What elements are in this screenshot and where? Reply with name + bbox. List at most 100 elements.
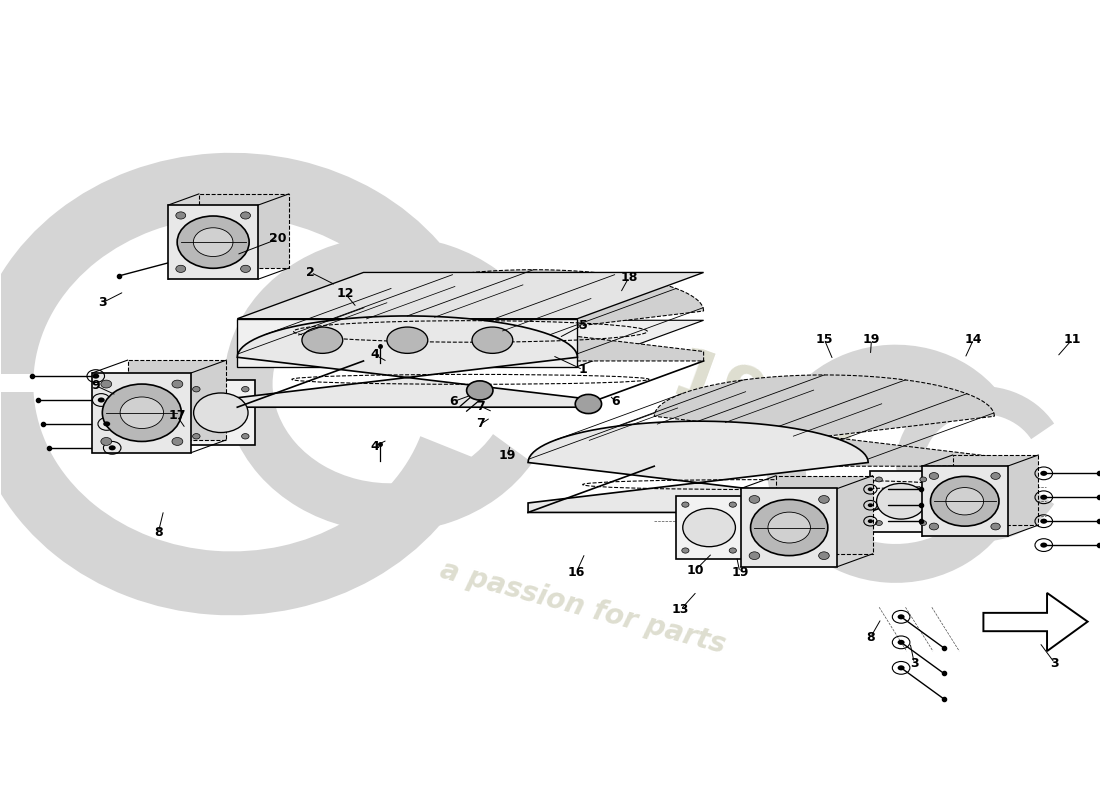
Circle shape (876, 521, 882, 526)
Circle shape (946, 487, 983, 515)
Circle shape (868, 519, 873, 523)
Text: 11: 11 (1064, 333, 1081, 346)
Circle shape (750, 499, 828, 556)
Circle shape (729, 548, 736, 553)
Circle shape (102, 384, 182, 442)
Circle shape (1041, 542, 1047, 548)
Text: 9: 9 (91, 379, 100, 392)
Text: a passion for parts: a passion for parts (437, 556, 729, 659)
Text: 5: 5 (579, 318, 587, 331)
Text: 16: 16 (568, 566, 585, 578)
Circle shape (729, 502, 736, 507)
Polygon shape (741, 489, 837, 566)
Text: 10: 10 (686, 564, 704, 577)
Circle shape (818, 495, 829, 503)
Circle shape (192, 434, 200, 439)
Circle shape (177, 216, 249, 268)
Circle shape (172, 380, 183, 388)
Circle shape (930, 473, 938, 479)
Circle shape (877, 483, 926, 519)
Polygon shape (870, 471, 932, 531)
Polygon shape (528, 421, 868, 513)
Polygon shape (953, 455, 1038, 525)
Circle shape (682, 502, 689, 507)
Text: 6: 6 (449, 395, 458, 408)
Circle shape (575, 394, 602, 414)
Polygon shape (92, 373, 191, 453)
Text: 15: 15 (815, 333, 833, 346)
Polygon shape (776, 476, 872, 554)
Circle shape (868, 503, 873, 507)
Circle shape (749, 552, 760, 559)
Circle shape (1041, 470, 1047, 476)
Polygon shape (168, 205, 258, 279)
Text: 13: 13 (672, 603, 690, 616)
Circle shape (92, 374, 99, 378)
Circle shape (103, 422, 110, 426)
Polygon shape (676, 496, 742, 559)
Circle shape (898, 666, 904, 670)
Circle shape (920, 477, 926, 482)
Polygon shape (363, 270, 704, 361)
Circle shape (920, 521, 926, 526)
Text: 3: 3 (1050, 657, 1059, 670)
Polygon shape (791, 456, 895, 470)
Circle shape (991, 523, 1000, 530)
Circle shape (242, 434, 249, 439)
Circle shape (172, 438, 183, 446)
Polygon shape (654, 375, 994, 466)
Circle shape (818, 552, 829, 559)
Text: 19: 19 (498, 450, 516, 462)
Circle shape (242, 386, 249, 392)
Circle shape (176, 212, 186, 219)
Circle shape (176, 266, 186, 273)
Ellipse shape (387, 327, 428, 354)
Ellipse shape (472, 327, 513, 354)
Text: 7: 7 (476, 400, 485, 413)
Text: 1985: 1985 (661, 343, 867, 473)
Polygon shape (238, 320, 704, 366)
Circle shape (898, 640, 904, 645)
Text: 8: 8 (866, 631, 874, 644)
Polygon shape (199, 194, 289, 268)
Circle shape (683, 509, 736, 546)
Text: 3: 3 (910, 657, 918, 670)
Circle shape (991, 473, 1000, 479)
Circle shape (898, 614, 904, 619)
Text: 12: 12 (337, 286, 353, 300)
Polygon shape (238, 316, 578, 407)
Text: 8: 8 (154, 526, 163, 539)
Circle shape (101, 438, 112, 446)
Circle shape (194, 228, 233, 257)
Circle shape (931, 476, 999, 526)
Circle shape (466, 381, 493, 400)
Text: 6: 6 (612, 395, 620, 408)
Text: 20: 20 (270, 233, 287, 246)
Polygon shape (238, 273, 704, 318)
Circle shape (1041, 518, 1047, 524)
Circle shape (194, 393, 248, 433)
Polygon shape (1, 374, 210, 392)
Circle shape (109, 446, 116, 450)
Text: 4: 4 (370, 348, 378, 361)
Polygon shape (238, 318, 578, 366)
Circle shape (120, 397, 164, 429)
Text: 4: 4 (370, 440, 378, 453)
Circle shape (192, 386, 200, 392)
Text: 7: 7 (476, 418, 485, 430)
Circle shape (241, 212, 251, 219)
Text: 19: 19 (862, 333, 880, 346)
Circle shape (749, 495, 760, 503)
Text: 18: 18 (620, 270, 638, 284)
Text: 1: 1 (579, 363, 587, 376)
Circle shape (868, 487, 873, 491)
Ellipse shape (301, 327, 343, 354)
Text: 19: 19 (732, 566, 748, 578)
Circle shape (682, 548, 689, 553)
Text: 2: 2 (307, 266, 316, 279)
Circle shape (98, 398, 104, 402)
Circle shape (101, 380, 112, 388)
Text: 3: 3 (98, 296, 107, 310)
Circle shape (876, 477, 882, 482)
Polygon shape (187, 380, 255, 446)
